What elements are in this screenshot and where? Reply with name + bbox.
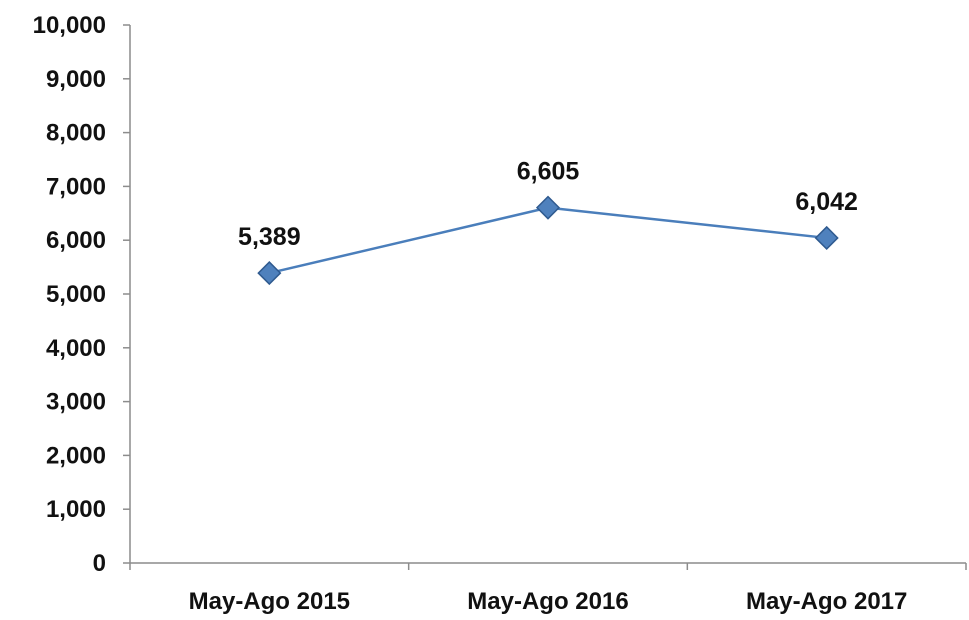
- y-tick-label: 2,000: [46, 442, 106, 469]
- y-tick-label: 7,000: [46, 173, 106, 200]
- y-tick-label: 3,000: [46, 389, 106, 416]
- chart-axes: [129, 25, 966, 564]
- y-tick-label: 6,000: [46, 227, 106, 254]
- y-axis-ticks: 0 1,000 2,000 3,000 4,000 5,000 6,000 7,000 8,00…: [33, 12, 130, 577]
- series-markers: [257, 195, 839, 286]
- y-tick-label: 9,000: [46, 66, 106, 93]
- y-tick-label: 8,000: [46, 120, 106, 147]
- data-value-label: 6,042: [795, 188, 858, 216]
- y-tick-label: 0: [93, 550, 106, 577]
- y-tick-label: 4,000: [46, 335, 106, 362]
- x-tick-label: May-Ago 2015: [189, 588, 350, 615]
- data-point-marker: [814, 225, 839, 251]
- data-labels: 5,389 6,605 6,042: [238, 158, 858, 251]
- data-value-label: 5,389: [238, 223, 301, 251]
- data-point-marker: [535, 195, 561, 220]
- y-tick-label: 1,000: [46, 496, 106, 523]
- x-tick-label: May-Ago 2017: [746, 588, 907, 615]
- data-point-marker: [257, 261, 282, 286]
- y-tick-label: 10,000: [33, 12, 106, 39]
- y-tick-label: 5,000: [46, 281, 106, 308]
- x-axis-ticks: May-Ago 2015 May-Ago 2016 May-Ago 2017: [129, 563, 967, 615]
- x-tick-label: May-Ago 2016: [467, 588, 628, 615]
- data-value-label: 6,605: [517, 158, 580, 186]
